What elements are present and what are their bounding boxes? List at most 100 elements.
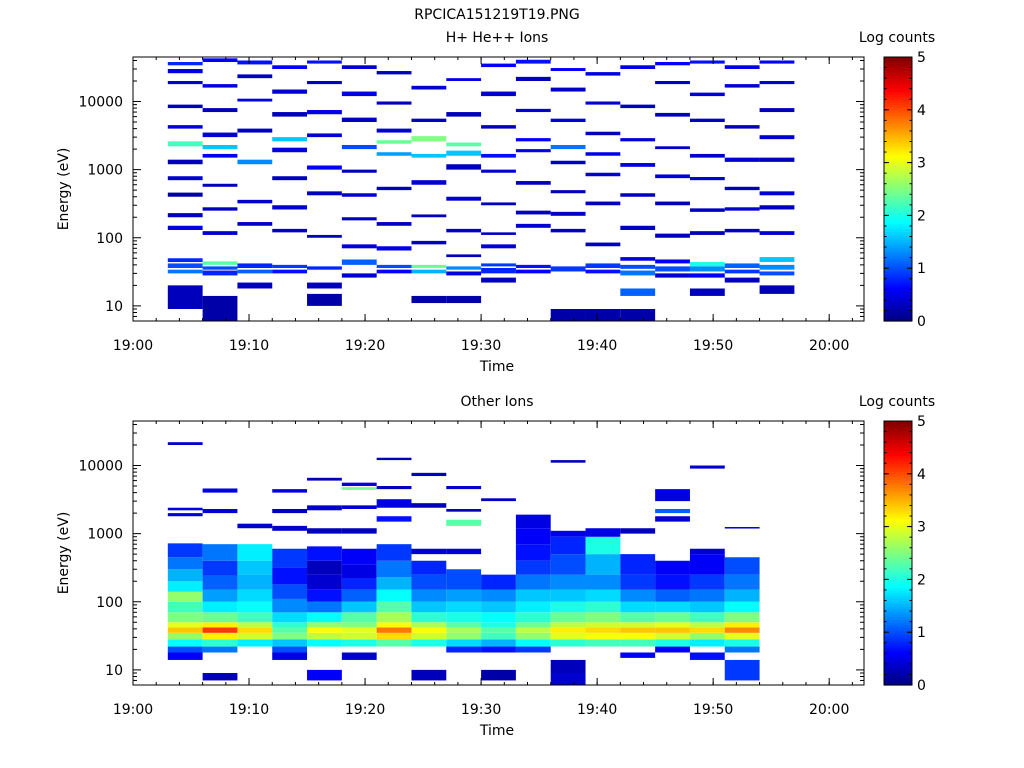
heatmap-cell bbox=[585, 627, 621, 633]
heatmap-cell bbox=[341, 622, 377, 628]
heatmap-cell bbox=[237, 627, 273, 633]
heatmap-cell bbox=[167, 68, 203, 74]
colorbar-segment bbox=[884, 278, 912, 282]
heatmap-cell bbox=[272, 264, 308, 268]
colorbar-segment bbox=[884, 629, 912, 633]
colorbar-segment bbox=[884, 574, 912, 578]
heatmap-cell bbox=[341, 601, 377, 613]
heatmap-cell bbox=[620, 639, 656, 647]
heatmap-cell bbox=[585, 242, 621, 247]
heatmap-cell bbox=[724, 263, 760, 268]
colorbar-tick-label: 0 bbox=[917, 678, 926, 694]
x-tick-label: 19:40 bbox=[577, 338, 617, 354]
colorbar-segment bbox=[884, 115, 912, 119]
colorbar-segment bbox=[884, 130, 912, 135]
heatmap-cell bbox=[376, 186, 412, 191]
colorbar-tick-label: 3 bbox=[917, 156, 926, 172]
heatmap-cell bbox=[655, 574, 690, 590]
heatmap-cell bbox=[202, 589, 238, 602]
colorbar-segment bbox=[884, 669, 912, 673]
heatmap-cell bbox=[724, 659, 760, 681]
colorbar-segment bbox=[884, 196, 912, 201]
heatmap-cell bbox=[272, 269, 308, 274]
colorbar-segment bbox=[884, 257, 912, 261]
colorbar-segment bbox=[884, 64, 912, 69]
heatmap-cell bbox=[689, 266, 725, 272]
heatmap-cell bbox=[585, 536, 621, 555]
heatmap-cell bbox=[202, 639, 238, 647]
heatmap-cell bbox=[307, 574, 342, 590]
heatmap-cell bbox=[446, 150, 482, 156]
heatmap-cell bbox=[585, 574, 621, 590]
heatmap-cell bbox=[272, 652, 308, 660]
heatmap-cell bbox=[481, 589, 516, 602]
heatmap-cell bbox=[620, 270, 656, 276]
colorbar-segment bbox=[884, 136, 912, 140]
heatmap-cell bbox=[341, 589, 377, 602]
colorbar-segment bbox=[884, 199, 912, 203]
heatmap-cell bbox=[550, 627, 586, 633]
colorbar-segment bbox=[884, 563, 912, 567]
y-tick-label: 1000 bbox=[87, 527, 123, 543]
heatmap-cell bbox=[202, 632, 238, 640]
heatmap-cell bbox=[655, 266, 690, 272]
colorbar-segment bbox=[884, 175, 912, 180]
heatmap-cell bbox=[724, 589, 760, 602]
heatmap-cell bbox=[759, 205, 795, 210]
heatmap-cell bbox=[307, 282, 342, 289]
heatmap-cell bbox=[272, 489, 308, 493]
colorbar-segment bbox=[884, 616, 912, 620]
heatmap-cell bbox=[550, 266, 586, 272]
panel-1-xlabel: Time bbox=[479, 359, 514, 375]
heatmap-cell bbox=[272, 137, 308, 142]
colorbar-segment bbox=[884, 677, 912, 681]
heatmap-cell bbox=[202, 266, 238, 270]
colorbar-segment bbox=[884, 109, 912, 114]
heatmap-cell bbox=[376, 101, 412, 105]
colorbar-tick-label: 1 bbox=[917, 625, 926, 641]
panel-1-ylabel: Energy (eV) bbox=[56, 148, 72, 231]
heatmap-cell bbox=[759, 60, 795, 64]
heatmap-cell bbox=[237, 222, 273, 226]
heatmap-cell bbox=[411, 612, 447, 623]
heatmap-cell bbox=[272, 622, 308, 628]
colorbar-segment bbox=[884, 642, 912, 646]
colorbar-segment bbox=[884, 297, 912, 301]
heatmap-cell bbox=[655, 273, 690, 278]
colorbar-segment bbox=[884, 579, 912, 583]
heatmap-cell bbox=[620, 138, 656, 142]
heatmap-cell bbox=[272, 112, 308, 117]
panel-2-xlabel: Time bbox=[479, 723, 514, 739]
heatmap-cell bbox=[515, 264, 551, 268]
colorbar-segment bbox=[884, 215, 912, 219]
heatmap-cell bbox=[515, 181, 551, 185]
panel-1-title: H+ He++ Ions bbox=[446, 30, 549, 46]
colorbar-segment bbox=[884, 178, 912, 182]
heatmap-cell bbox=[167, 591, 203, 602]
heatmap-cell bbox=[411, 180, 447, 185]
heatmap-cell bbox=[341, 65, 377, 69]
colorbar-segment bbox=[884, 576, 912, 580]
heatmap-cell bbox=[167, 141, 203, 147]
heatmap-cell bbox=[655, 632, 690, 640]
colorbar-segment bbox=[884, 183, 912, 187]
heatmap-cell bbox=[376, 601, 412, 613]
colorbar-segment bbox=[884, 310, 912, 314]
heatmap-cell bbox=[724, 639, 760, 647]
heatmap-cell bbox=[689, 612, 725, 623]
colorbar-segment bbox=[884, 91, 912, 95]
heatmap-cell bbox=[481, 632, 516, 640]
heatmap-cell bbox=[411, 632, 447, 640]
heatmap-cell bbox=[481, 627, 516, 633]
heatmap-cell bbox=[550, 228, 586, 233]
colorbar-segment bbox=[884, 666, 912, 670]
colorbar-segment bbox=[884, 431, 912, 435]
heatmap-cell bbox=[237, 639, 273, 647]
heatmap-cell bbox=[202, 560, 238, 576]
heatmap-cell bbox=[307, 589, 342, 602]
colorbar-segment bbox=[884, 88, 912, 92]
heatmap-cell bbox=[515, 612, 551, 623]
heatmap-cell bbox=[585, 554, 621, 575]
x-tick-label: 19:10 bbox=[229, 338, 269, 354]
